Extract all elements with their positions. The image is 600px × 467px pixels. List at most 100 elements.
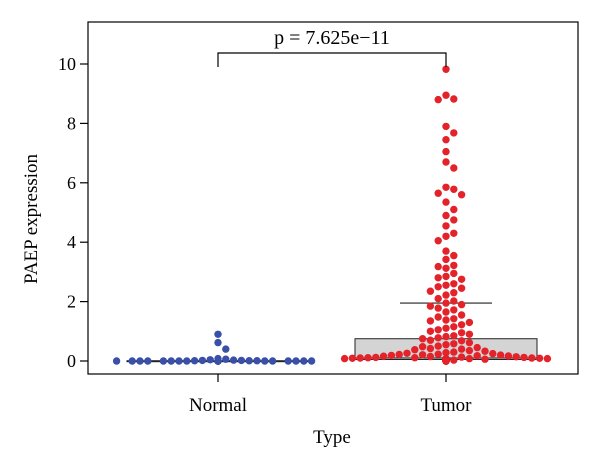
normal-point: [237, 356, 246, 365]
tumor-point: [465, 346, 474, 355]
tumor-point: [543, 354, 552, 363]
tumor-point: [418, 343, 427, 351]
tumor-point: [426, 344, 435, 353]
tumor-point: [473, 343, 481, 352]
normal-point: [206, 356, 214, 364]
tumor-point: [434, 95, 442, 104]
tumor-point: [450, 229, 458, 237]
tumor-point: [465, 338, 474, 347]
normal-point: [222, 355, 230, 363]
tumor-point: [481, 347, 489, 355]
normal-point: [136, 357, 144, 365]
p-value-label: p = 7.625e−11: [274, 27, 390, 49]
tumor-point: [496, 351, 505, 359]
tumor-point: [442, 65, 450, 74]
tumor-point: [442, 341, 450, 349]
tumor-point: [450, 280, 458, 288]
y-axis-title: PAEP expression: [21, 153, 42, 284]
tumor-point: [434, 342, 442, 350]
tumor-point: [457, 284, 466, 292]
tumor-point: [434, 189, 442, 197]
tumor-point: [442, 147, 450, 156]
normal-point: [144, 357, 152, 365]
tumor-point: [372, 353, 380, 362]
normal-point: [214, 338, 222, 347]
axes: 0 2 4 6 8 10 Normal Tumor: [58, 21, 579, 416]
tumor-point: [450, 297, 458, 305]
tumor-point: [450, 356, 458, 364]
tumor-point: [356, 354, 364, 362]
tumor-point: [450, 332, 458, 340]
y-tick-label: 2: [67, 292, 76, 312]
tumor-point: [434, 274, 442, 282]
tumor-point: [457, 321, 466, 329]
tumor-point: [450, 251, 458, 260]
tumor-point: [442, 291, 450, 299]
tumor-point: [364, 354, 372, 362]
tumor-point: [434, 304, 442, 312]
tumor-point: [450, 340, 458, 348]
tumor-point: [411, 354, 419, 362]
tumor-point: [434, 350, 442, 358]
tumor-point: [434, 334, 442, 342]
tumor-point: [450, 315, 458, 323]
normal-point: [190, 357, 199, 365]
tumor-point: [434, 262, 442, 271]
tumor-point: [450, 323, 458, 331]
tumor-point: [465, 330, 474, 338]
x-axis-title: Type: [313, 427, 351, 448]
tumor-point: [434, 294, 442, 303]
tumor-point: [450, 306, 458, 314]
normal-point: [214, 330, 222, 338]
normal-point: [284, 357, 292, 365]
normal-point: [253, 357, 261, 365]
tumor-point: [411, 346, 419, 354]
tumor-point: [403, 349, 411, 357]
tumor-point: [450, 164, 458, 172]
tumor-point: [426, 287, 435, 295]
normal-point: [167, 357, 175, 365]
data-points: [112, 65, 552, 365]
y-tick-label: 6: [67, 173, 76, 193]
tumor-point: [457, 329, 466, 337]
significance-bracket: [217, 52, 447, 67]
tumor-point: [450, 261, 458, 270]
tumor-point: [465, 318, 474, 327]
tumor-point: [442, 222, 450, 230]
normal-point: [222, 345, 230, 353]
tumor-point: [535, 354, 544, 362]
normal-point: [292, 357, 300, 365]
tumor-point: [457, 311, 466, 319]
tumor-point: [442, 299, 450, 307]
tumor-point: [512, 353, 520, 361]
tumor-point: [442, 255, 450, 264]
tumor-point: [434, 313, 442, 321]
tumor-point: [457, 275, 466, 283]
tumor-point: [442, 316, 450, 324]
normal-point: [307, 357, 316, 365]
tumor-point: [489, 349, 497, 358]
tumor-point: [442, 158, 450, 166]
y-tick-label: 10: [58, 54, 76, 74]
plot-frame: [87, 21, 579, 375]
tumor-point: [442, 349, 450, 357]
x-tick-label: Tumor: [420, 395, 472, 416]
normal-point: [159, 357, 168, 365]
y-tick-label: 8: [67, 113, 76, 133]
tumor-point: [457, 191, 466, 199]
normal-point: [175, 357, 183, 365]
tumor-point: [340, 354, 349, 363]
tumor-point: [465, 354, 474, 363]
tumor-point: [442, 272, 450, 281]
tumor-point: [426, 336, 435, 344]
tumor-point: [450, 95, 458, 103]
tumor-point: [348, 354, 357, 362]
tumor-point: [450, 216, 458, 224]
tumor-point: [457, 300, 466, 309]
normal-point: [214, 357, 222, 365]
tumor-point: [450, 205, 458, 214]
tumor-point: [418, 335, 427, 343]
tumor-point: [426, 352, 435, 361]
tumor-point: [442, 264, 450, 272]
tumor-point: [442, 332, 450, 341]
